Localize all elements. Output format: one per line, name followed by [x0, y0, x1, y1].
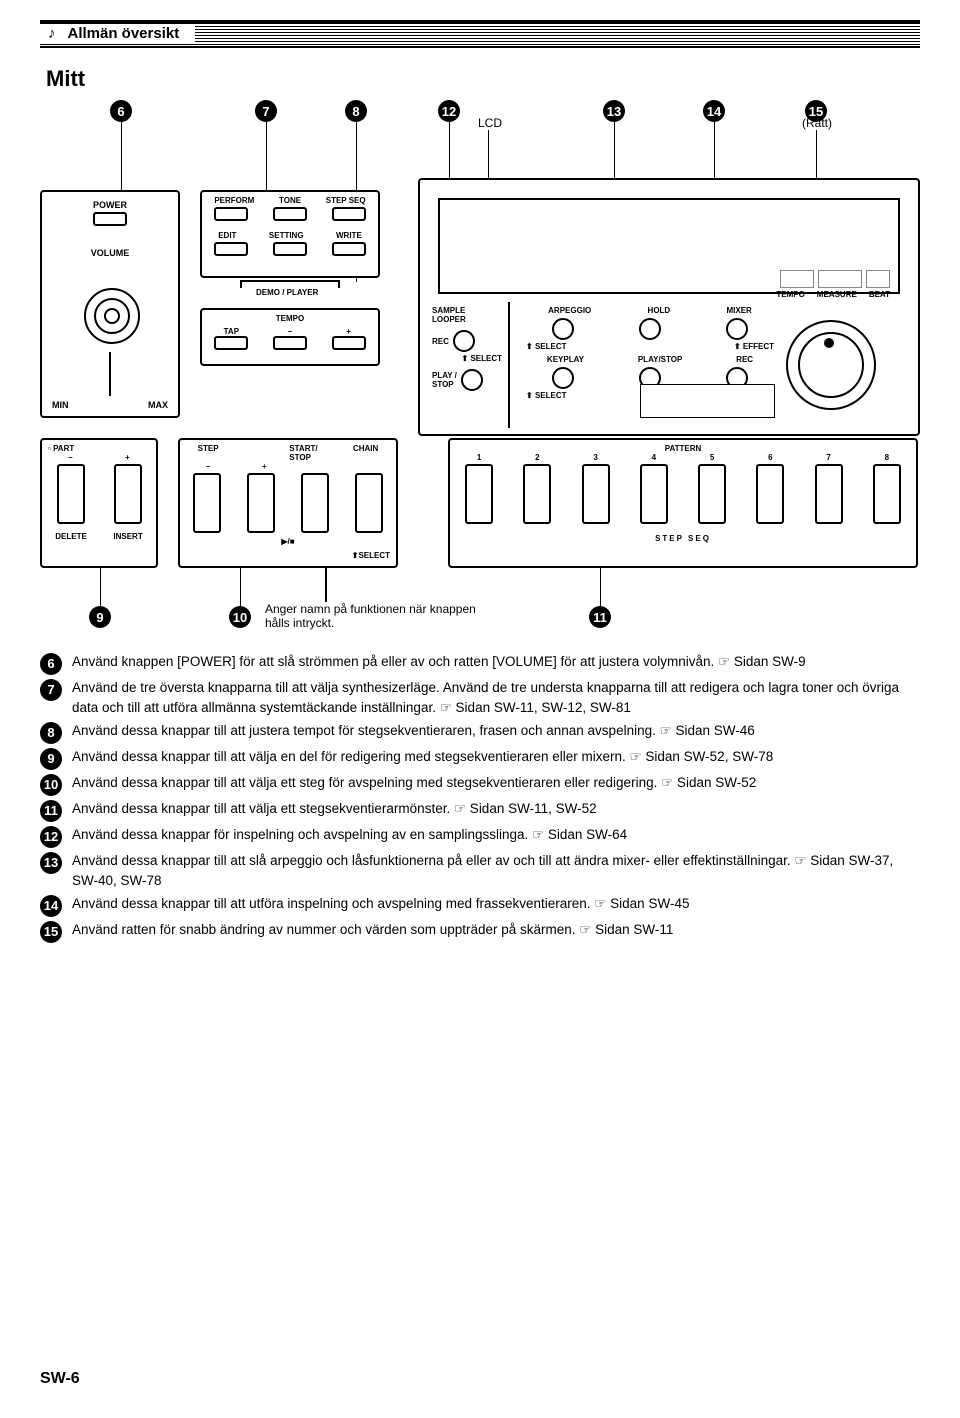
lbl-select3: SELECT	[535, 391, 567, 400]
d-14: 14	[40, 895, 62, 917]
callout-6: 6	[110, 100, 132, 122]
section-header: ♪Allmän översikt	[40, 20, 920, 48]
lbl-beat: BEAT	[869, 290, 890, 299]
lbl-tempo: TEMPO	[202, 314, 378, 323]
callout-8: 8	[345, 100, 367, 122]
d-8: 8	[40, 722, 62, 744]
d-15-t: Använd ratten för snabb ändring av numme…	[72, 920, 920, 940]
lbl-rec2: REC	[736, 355, 753, 364]
page-number: SW-6	[40, 1370, 80, 1388]
callout-12: 12	[438, 100, 460, 122]
lbl-sample: SAMPLE	[432, 306, 502, 315]
ratt-label: (Ratt)	[802, 116, 832, 130]
lbl-demo: DEMO / PLAYER	[256, 288, 318, 297]
num-3: 3	[593, 453, 597, 462]
lbl-playstop2: PLAY/STOP	[638, 355, 682, 364]
lbl-tap: TAP	[214, 327, 248, 336]
lbl-playstop: PLAY / STOP	[432, 371, 457, 389]
num-5: 5	[710, 453, 714, 462]
d-7: 7	[40, 679, 62, 701]
callout-11: 11	[589, 606, 611, 628]
d-13-t: Använd dessa knappar till att slå arpegg…	[72, 851, 920, 891]
lbl-write: WRITE	[336, 231, 362, 240]
lbl-tempo2: TEMPO	[776, 290, 804, 299]
description-list: 6 Använd knappen [POWER] för att slå strö…	[40, 652, 920, 943]
lbl-keyplay: KEYPLAY	[547, 355, 584, 364]
d-6: 6	[40, 653, 62, 675]
lbl-arpeggio: ARPEGGIO	[548, 306, 591, 315]
lbl-max: MAX	[148, 400, 168, 410]
lbl-select4: SELECT	[358, 551, 390, 560]
d-11: 11	[40, 800, 62, 822]
lbl-hold: HOLD	[648, 306, 671, 315]
lbl-select1: SELECT	[470, 354, 502, 363]
d-13: 13	[40, 852, 62, 874]
lbl-startstop: START/ STOP	[289, 444, 317, 462]
lbl-stepseq: STEP SEQ	[326, 196, 366, 205]
d-9: 9	[40, 748, 62, 770]
d-11-t: Använd dessa knappar till att välja ett …	[72, 799, 920, 819]
lbl-stepseq2: STEP SEQ	[450, 534, 916, 543]
lbl-part: PART	[53, 444, 74, 453]
lbl-step: STEP	[198, 444, 219, 462]
power-box: POWER VOLUME MIN MAX	[40, 190, 180, 418]
lbl-measure: MEASURE	[817, 290, 857, 299]
d-14-t: Använd dessa knappar till att utföra ins…	[72, 894, 920, 914]
lbl-mixer: MIXER	[727, 306, 752, 315]
lbl-playicon: ▶/■	[180, 537, 396, 546]
lbl-chain: CHAIN	[353, 444, 378, 462]
d-15: 15	[40, 921, 62, 943]
callout-9: 9	[89, 606, 111, 628]
num-1: 1	[477, 453, 481, 462]
lbl-power: POWER	[42, 200, 178, 210]
callout-14: 14	[703, 100, 725, 122]
d-6-t: Använd knappen [POWER] för att slå ström…	[72, 652, 920, 672]
lbl-effect: EFFECT	[743, 342, 774, 351]
lbl-min: MIN	[52, 400, 69, 410]
num-8: 8	[885, 453, 889, 462]
tempo-box: TEMPO TAP – +	[200, 308, 380, 366]
lbl-tone: TONE	[279, 196, 301, 205]
d-12-t: Använd dessa knappar för inspelning och …	[72, 825, 920, 845]
music-note-icon: ♪	[44, 25, 64, 42]
lbl-volume: VOLUME	[42, 248, 178, 258]
callout-10: 10	[229, 606, 251, 628]
d-10-t: Använd dessa knappar till att välja ett …	[72, 773, 920, 793]
d-7-t: Använd de tre översta knapparna till att…	[72, 678, 920, 718]
lbl-pattern: PATTERN	[450, 444, 916, 453]
lbl-edit: EDIT	[218, 231, 236, 240]
lbl-insert: INSERT	[113, 532, 142, 541]
subtitle: Mitt	[46, 66, 920, 92]
num-7: 7	[826, 453, 830, 462]
lbl-rec: REC	[432, 337, 449, 346]
d-12: 12	[40, 826, 62, 848]
num-6: 6	[768, 453, 772, 462]
mode-box: PERFORM TONE STEP SEQ EDIT SETTING WRITE	[200, 190, 380, 278]
lbl-setting: SETTING	[269, 231, 304, 240]
callout-13: 13	[603, 100, 625, 122]
lcd-label: LCD	[478, 116, 502, 130]
lbl-select2: SELECT	[535, 342, 567, 351]
d-9-t: Använd dessa knappar till att välja en d…	[72, 747, 920, 767]
lbl-delete: DELETE	[55, 532, 87, 541]
d-8-t: Använd dessa knappar till att justera te…	[72, 721, 920, 741]
num-2: 2	[535, 453, 539, 462]
lbl-looper: LOOPER	[432, 315, 502, 324]
callout-7: 7	[255, 100, 277, 122]
section-title: Allmän översikt	[64, 25, 188, 42]
panel-diagram: 6 7 8 12 13 14 15 LCD (Ratt) TEMPO MEASU…	[40, 100, 920, 630]
shift-annot: Anger namn på funktionen när knappen hål…	[265, 602, 495, 630]
lbl-perform: PERFORM	[214, 196, 254, 205]
d-10: 10	[40, 774, 62, 796]
num-4: 4	[652, 453, 656, 462]
